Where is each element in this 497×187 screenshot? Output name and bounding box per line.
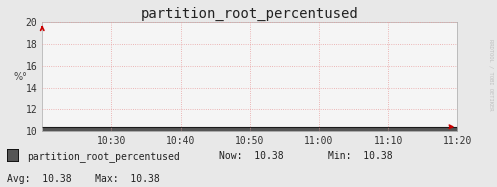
Text: Min:  10.38: Min: 10.38 (328, 151, 393, 161)
Text: Avg:  10.38    Max:  10.38: Avg: 10.38 Max: 10.38 (7, 174, 160, 184)
Text: RRDTOOL / TOBI OETIKER: RRDTOOL / TOBI OETIKER (488, 39, 493, 111)
Text: partition_root_percentused: partition_root_percentused (27, 151, 180, 162)
Y-axis label: %°: %° (13, 72, 27, 82)
Text: Now:  10.38: Now: 10.38 (219, 151, 283, 161)
Title: partition_root_percentused: partition_root_percentused (141, 7, 359, 22)
